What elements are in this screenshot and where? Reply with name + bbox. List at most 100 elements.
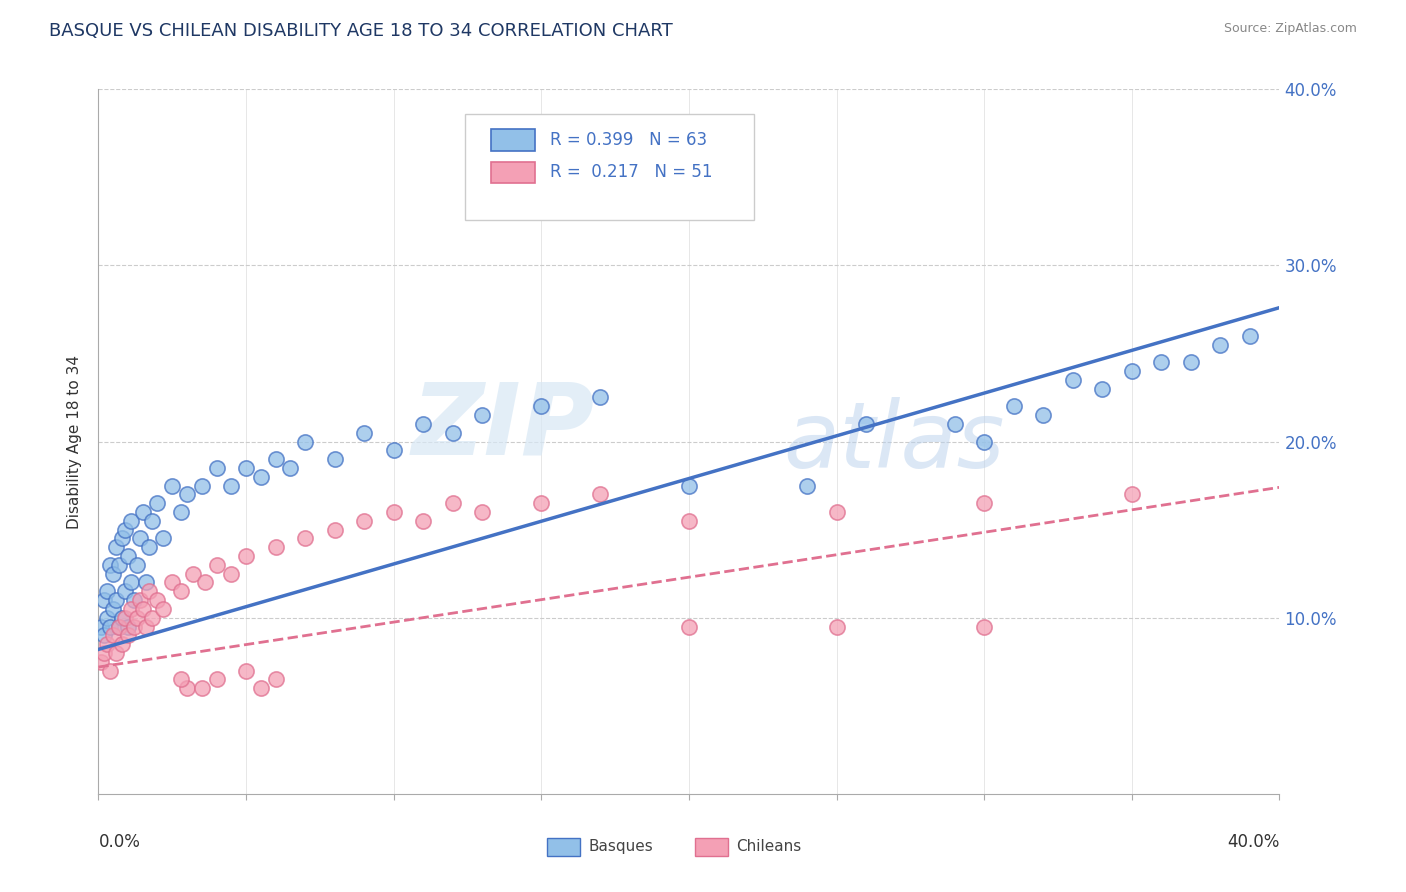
Point — [471, 505, 494, 519]
Point — [128, 532, 150, 546]
Point — [120, 602, 142, 616]
Point — [111, 610, 134, 624]
Point — [114, 610, 136, 624]
Point — [162, 575, 183, 590]
Point — [191, 681, 214, 696]
Point — [205, 461, 228, 475]
Point — [973, 434, 995, 449]
Point — [441, 496, 464, 510]
FancyBboxPatch shape — [491, 161, 536, 183]
Point — [973, 619, 995, 633]
Point — [678, 619, 700, 633]
Point — [441, 425, 464, 440]
Point — [170, 673, 193, 687]
Point — [1032, 408, 1054, 422]
Point — [530, 399, 553, 413]
Point — [796, 478, 818, 492]
Point — [90, 655, 112, 669]
Point — [146, 593, 169, 607]
Point — [235, 664, 257, 678]
Point — [353, 425, 375, 440]
Point — [138, 584, 160, 599]
Point — [96, 637, 118, 651]
Point — [323, 523, 346, 537]
Point — [103, 566, 125, 581]
Point — [122, 593, 145, 607]
Point — [105, 593, 128, 607]
Point — [323, 452, 346, 467]
Point — [105, 540, 128, 554]
Point — [111, 532, 134, 546]
Point — [264, 673, 287, 687]
Text: BASQUE VS CHILEAN DISABILITY AGE 18 TO 34 CORRELATION CHART: BASQUE VS CHILEAN DISABILITY AGE 18 TO 3… — [49, 22, 673, 40]
Point — [264, 540, 287, 554]
Point — [1209, 337, 1232, 351]
Point — [111, 637, 134, 651]
Point — [96, 584, 118, 599]
Point — [120, 514, 142, 528]
Text: ZIP: ZIP — [412, 379, 595, 476]
FancyBboxPatch shape — [695, 838, 728, 856]
Point — [132, 505, 155, 519]
Point — [264, 452, 287, 467]
Point — [181, 566, 204, 581]
Point — [855, 417, 877, 431]
Point — [125, 558, 148, 572]
Point — [120, 575, 142, 590]
Point — [294, 434, 316, 449]
Point — [191, 478, 214, 492]
Point — [353, 514, 375, 528]
Point — [250, 681, 273, 696]
Point — [235, 549, 257, 563]
Point — [170, 505, 193, 519]
Point — [105, 646, 128, 660]
Point — [103, 628, 125, 642]
Point — [1062, 373, 1084, 387]
Point — [152, 532, 174, 546]
Text: 0.0%: 0.0% — [98, 833, 141, 851]
FancyBboxPatch shape — [464, 114, 754, 219]
Text: Basques: Basques — [589, 839, 654, 855]
Point — [1121, 364, 1143, 378]
Point — [170, 584, 193, 599]
Point — [176, 681, 198, 696]
Point — [98, 558, 121, 572]
Point — [280, 461, 302, 475]
Point — [176, 487, 198, 501]
Point — [589, 391, 612, 405]
Point — [152, 602, 174, 616]
Y-axis label: Disability Age 18 to 34: Disability Age 18 to 34 — [67, 354, 83, 529]
Point — [162, 478, 183, 492]
Point — [235, 461, 257, 475]
Point — [294, 532, 316, 546]
Point — [973, 496, 995, 510]
Point — [132, 602, 155, 616]
Point — [103, 602, 125, 616]
Text: Source: ZipAtlas.com: Source: ZipAtlas.com — [1223, 22, 1357, 36]
Point — [135, 619, 157, 633]
Point — [93, 593, 115, 607]
Point — [412, 514, 434, 528]
Point — [1180, 355, 1202, 369]
Text: R =  0.217   N = 51: R = 0.217 N = 51 — [550, 163, 711, 181]
Point — [128, 593, 150, 607]
Text: 40.0%: 40.0% — [1227, 833, 1279, 851]
Point — [122, 619, 145, 633]
Point — [138, 540, 160, 554]
Point — [108, 619, 131, 633]
Point — [382, 505, 405, 519]
Point — [382, 443, 405, 458]
Point — [943, 417, 966, 431]
FancyBboxPatch shape — [491, 129, 536, 151]
Point — [108, 619, 131, 633]
Point — [117, 619, 139, 633]
Point — [205, 673, 228, 687]
Point — [114, 523, 136, 537]
Point — [221, 478, 243, 492]
Point — [1239, 328, 1261, 343]
Point — [114, 584, 136, 599]
Point — [93, 628, 115, 642]
Point — [117, 628, 139, 642]
Text: atlas: atlas — [783, 397, 1005, 486]
Point — [1121, 487, 1143, 501]
